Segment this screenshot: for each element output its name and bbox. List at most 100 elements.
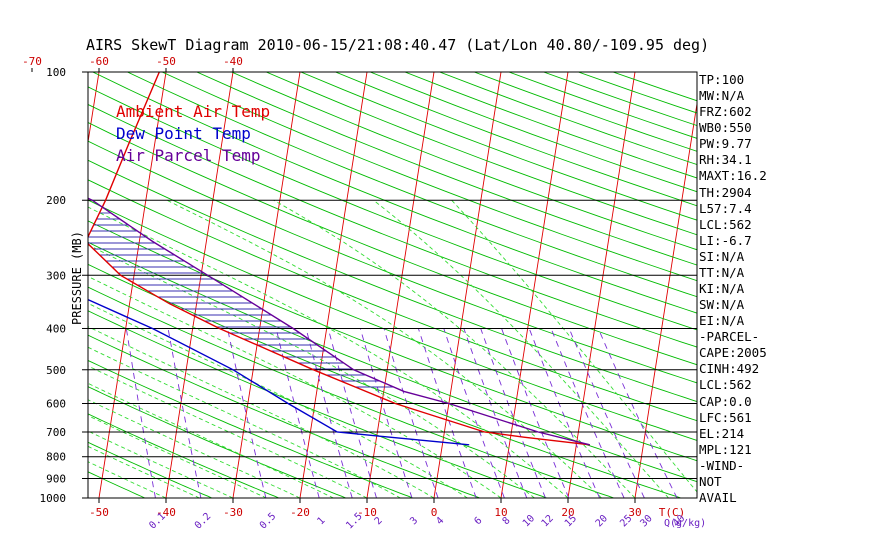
- dry-adiabat-line: [474, 72, 697, 152]
- mixing-ratio-line: [550, 328, 625, 498]
- dry-adiabat-line: [88, 241, 697, 483]
- temp-bottom-tick-label: -30: [223, 506, 243, 519]
- temp-bottom-tick-label: 10: [494, 506, 507, 519]
- isotherm-line: [769, 72, 836, 498]
- dry-adiabat-line: [404, 72, 697, 179]
- stat-item: MAXT:16.2: [699, 168, 767, 184]
- stat-item: WB0:550: [699, 120, 752, 136]
- pressure-tick-label: 900: [46, 473, 66, 486]
- mixing-ratio-tick-label: 8: [501, 515, 513, 527]
- dry-adiabat-line: [88, 386, 347, 498]
- dry-adiabat-line: [0, 72, 11, 498]
- temp-top-tick-label: -70: [22, 55, 42, 68]
- stat-item: EL:214: [699, 425, 745, 441]
- stat-item: NOT: [699, 473, 722, 489]
- isotherm-line: [232, 72, 301, 498]
- dry-adiabat-line: [231, 72, 697, 251]
- stat-item: -WIND-: [699, 457, 745, 473]
- stat-item: LCL:562: [699, 216, 752, 232]
- pressure-tick-label: 100: [46, 66, 66, 79]
- temp-bottom-tick-label: -50: [89, 506, 109, 519]
- mixing-ratio-line: [359, 328, 413, 498]
- stat-item: MPL:121: [699, 441, 752, 457]
- mixing-ratio-tick-label: 12: [540, 513, 556, 529]
- moist-adiabat-line: [88, 302, 468, 498]
- temp-top-tick-label: -60: [89, 55, 109, 68]
- temp-bottom-tick-label: -20: [290, 506, 310, 519]
- stat-item: LFC:561: [699, 409, 752, 425]
- stat-item: TP:100: [699, 72, 745, 87]
- pressure-tick-label: 800: [46, 451, 66, 464]
- stat-item: TT:N/A: [699, 264, 745, 280]
- legend-ambient-air-temp: Ambient Air Temp: [116, 102, 271, 121]
- dry-adiabat-line: [88, 413, 280, 498]
- mixing-ratio-tick-label: 20: [594, 513, 610, 529]
- dry-adiabat-line: [88, 359, 414, 498]
- isotherm-line: [0, 72, 32, 498]
- dry-adiabat-line: [300, 72, 697, 221]
- mixing-ratio-line: [568, 328, 645, 498]
- dry-adiabat-line: [88, 86, 697, 331]
- temp-bottom-tick-label: 20: [561, 506, 574, 519]
- dry-adiabat-line: [508, 72, 697, 139]
- dry-adiabat-line: [88, 159, 697, 403]
- mixing-ratio-unit-label: Q(g/kg): [664, 518, 706, 529]
- stat-item: AVAIL: [699, 490, 737, 505]
- stat-item: PW:9.77: [699, 136, 752, 152]
- dry-adiabat-line: [88, 179, 697, 422]
- legend-air-parcel-temp: Air Parcel Temp: [116, 146, 261, 165]
- temp-bottom-tick-label: -10: [357, 506, 377, 519]
- mixing-ratio-tick-label: 10: [521, 513, 537, 529]
- mixing-ratio-tick-label: 0.5: [258, 511, 279, 532]
- moist-adiabat-line: [88, 430, 234, 498]
- stat-item: L57:7.4: [699, 200, 752, 216]
- mixing-ratio-line: [327, 328, 377, 498]
- isotherm-line: [567, 72, 636, 498]
- temp-bottom-tick-label: 0: [431, 506, 438, 519]
- chart-title: AIRS SkewT Diagram 2010-06-15/21:08:40.4…: [86, 36, 710, 54]
- stat-item: LI:-6.7: [699, 232, 752, 248]
- mixing-ratio-tick-label: 2: [373, 515, 385, 527]
- moist-adiabat-line: [373, 199, 669, 498]
- mixing-ratio-tick-label: 6: [473, 515, 485, 527]
- mixing-ratio-line: [125, 328, 156, 498]
- isotherm-line: [299, 72, 368, 498]
- mixing-ratio-line: [443, 328, 505, 498]
- isotherm-line: [836, 72, 870, 498]
- legend-dew-point-temp: Dew Point Temp: [116, 124, 251, 143]
- dry-adiabat-line: [88, 122, 697, 366]
- mixing-ratio-tick-label: 4: [434, 515, 446, 527]
- stat-item: CAPE:2005: [699, 345, 767, 361]
- temp-bottom-tick-label: 30: [628, 506, 641, 519]
- ambient-air-temp-line: [88, 72, 590, 446]
- stat-item: RH:34.1: [699, 152, 752, 168]
- isotherm-line: [500, 72, 569, 498]
- dry-adiabat-line: [196, 72, 697, 266]
- stat-item: CINH:492: [699, 361, 760, 377]
- stat-item: -PARCEL-: [699, 329, 760, 345]
- stat-item: SW:N/A: [699, 297, 745, 313]
- dry-adiabat-line: [127, 72, 697, 298]
- dry-adiabat-line: [88, 220, 697, 462]
- stat-item: TH:2904: [699, 184, 752, 200]
- air-parcel-temp-line: [88, 197, 590, 446]
- stat-item: SI:N/A: [699, 248, 745, 264]
- isotherm-line: [634, 100, 697, 498]
- stat-item: KI:N/A: [699, 281, 745, 296]
- dry-adiabat-line: [92, 72, 697, 314]
- moist-adiabat-line: [88, 445, 200, 498]
- mixing-ratio-tick-label: 0.2: [193, 511, 214, 532]
- mixing-ratio-tick-label: 3: [408, 515, 420, 527]
- dry-adiabat-line: [88, 310, 548, 498]
- moist-adiabat-line: [88, 206, 569, 498]
- pressure-tick-label: 600: [46, 397, 66, 410]
- dry-adiabat-line: [0, 72, 78, 498]
- dry-adiabat-line: [161, 72, 697, 282]
- temp-top-tick-label: -40: [223, 55, 243, 68]
- stat-item: EI:N/A: [699, 313, 745, 329]
- temp-top-tick-label: -50: [156, 55, 176, 68]
- pressure-tick-label: 300: [46, 269, 66, 282]
- mixing-ratio-line: [480, 328, 546, 498]
- mixing-ratio-tick-label: 1: [315, 515, 327, 527]
